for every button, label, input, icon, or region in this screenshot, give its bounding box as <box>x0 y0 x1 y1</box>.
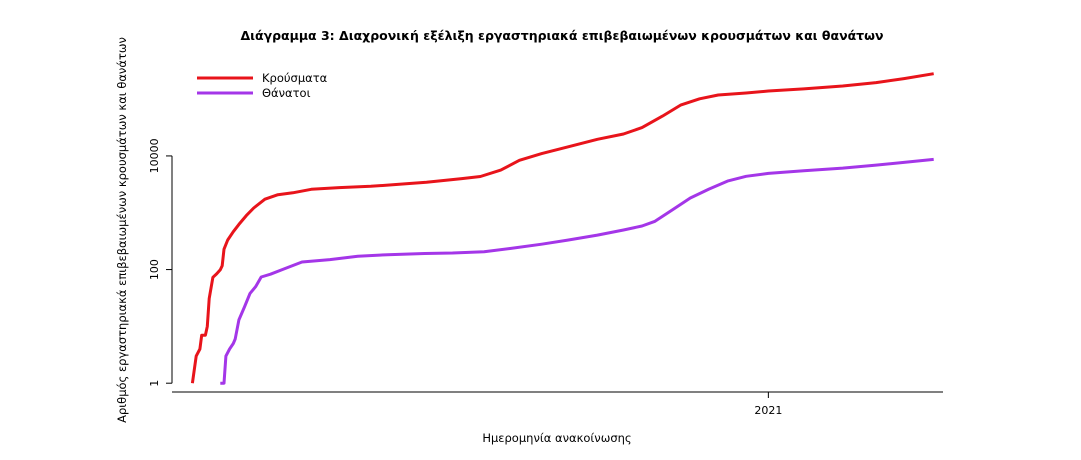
series-layer <box>190 72 934 385</box>
x-axis-title: Ημερομηνία ανακοίνωσης <box>482 431 631 445</box>
legend-label: Κρούσματα <box>262 71 328 85</box>
x-tick-label: 2021 <box>754 404 782 417</box>
axes: 1 100 10000 2021 <box>148 138 943 417</box>
y-tick-label: 100 <box>148 259 161 280</box>
y-tick-label: 1 <box>148 380 161 387</box>
chart-title: Διάγραμμα 3: Διαχρονική εξέλιξη εργαστηρ… <box>240 28 883 43</box>
legend-label: Θάνατοι <box>262 86 311 100</box>
series-line-cases <box>190 72 934 384</box>
y-tick-label: 10000 <box>148 138 161 173</box>
series-line-deaths <box>220 157 934 385</box>
y-axis-title: Αριθμός εργαστηριακά επιβεβαιωμένων κρου… <box>115 37 129 423</box>
